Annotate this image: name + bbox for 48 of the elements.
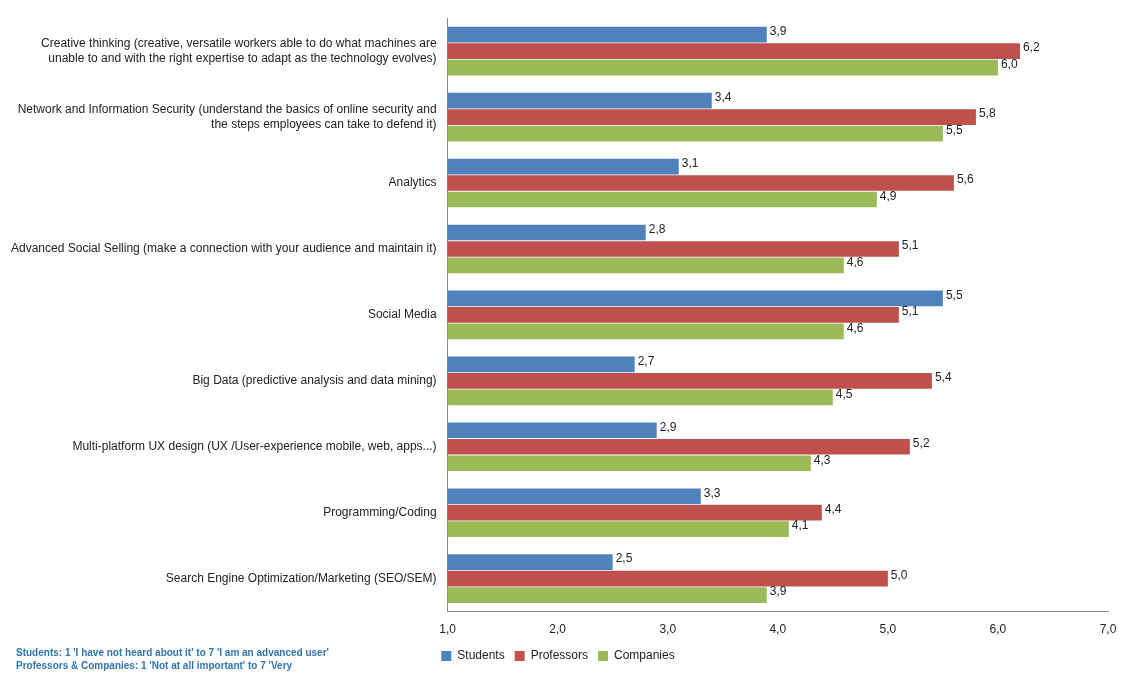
y-tick-label: Big Data (predictive analysis and data mining)	[192, 373, 437, 388]
y-tick-label: Social Media	[367, 307, 437, 322]
legend-label: Students	[457, 648, 505, 663]
data-label: 2,9	[659, 419, 677, 434]
data-label: 2,5	[615, 551, 633, 566]
x-tick-label: 2,0	[549, 622, 567, 637]
data-label: 3,1	[681, 155, 699, 170]
data-label: 4,6	[846, 320, 864, 335]
y-tick-label: Analytics	[388, 175, 437, 190]
data-label: 5,5	[945, 287, 963, 302]
legend-label: Companies	[614, 648, 675, 663]
y-tick-label: Programming/Coding	[323, 505, 437, 520]
data-label: 6,0	[1000, 56, 1018, 71]
data-label: 3,9	[769, 24, 787, 38]
data-label: 4,6	[846, 254, 864, 269]
legend-label: Professors	[530, 648, 589, 663]
x-tick-label: 5,0	[879, 622, 897, 637]
data-label: 3,9	[769, 584, 787, 599]
data-label: 6,2	[1022, 40, 1040, 55]
data-label: 2,7	[637, 353, 655, 368]
data-label: 4,4	[824, 502, 842, 517]
data-label: 5,1	[901, 304, 919, 319]
y-tick-label: Advanced Social Selling (make a connection with your audience and maintain it)	[11, 241, 437, 256]
data-label: 5,5	[945, 122, 963, 137]
x-tick-label: 7,0	[1099, 622, 1117, 637]
data-label: 5,8	[978, 106, 996, 121]
data-label: 3,4	[714, 89, 732, 104]
data-label: 3,3	[703, 485, 721, 500]
x-tick-label: 4,0	[769, 622, 787, 637]
data-label: 4,5	[835, 386, 853, 401]
data-label: 5,1	[901, 238, 919, 253]
x-tick-label: 1,0	[439, 622, 457, 637]
y-tick-label: Creative thinking (creative, versatile workers able to do what machines are unable to and with the right expertise to adapt as the technology evolves)	[41, 36, 437, 65]
y-tick-label: Search Engine Optimization/Marketing (SEO/SEM)	[165, 570, 437, 585]
y-tick-label: Multi-platform UX design (UX /User-experience mobile, web, apps...)	[72, 439, 437, 454]
y-tick-label: Network and Information Security (understand the basics of online security and the steps employees can take to defend it)	[17, 102, 437, 131]
data-label: 5,6	[956, 172, 974, 187]
data-label: 4,3	[813, 452, 831, 467]
data-label: 5,4	[934, 370, 952, 385]
text: Professors & Companies: 1 'Not at all important' to 7 'Very	[16, 659, 294, 672]
text: Students: 1 'I have not heard about it' to 7 'I am an advanced user'	[16, 646, 329, 659]
data-label: 4,1	[791, 518, 809, 533]
x-tick-label: 6,0	[989, 622, 1007, 637]
data-label: 5,0	[890, 567, 908, 582]
data-label: 5,2	[912, 436, 930, 451]
data-label: 4,9	[879, 188, 897, 203]
x-tick-label: 3,0	[659, 622, 677, 637]
data-label: 2,8	[648, 221, 666, 236]
